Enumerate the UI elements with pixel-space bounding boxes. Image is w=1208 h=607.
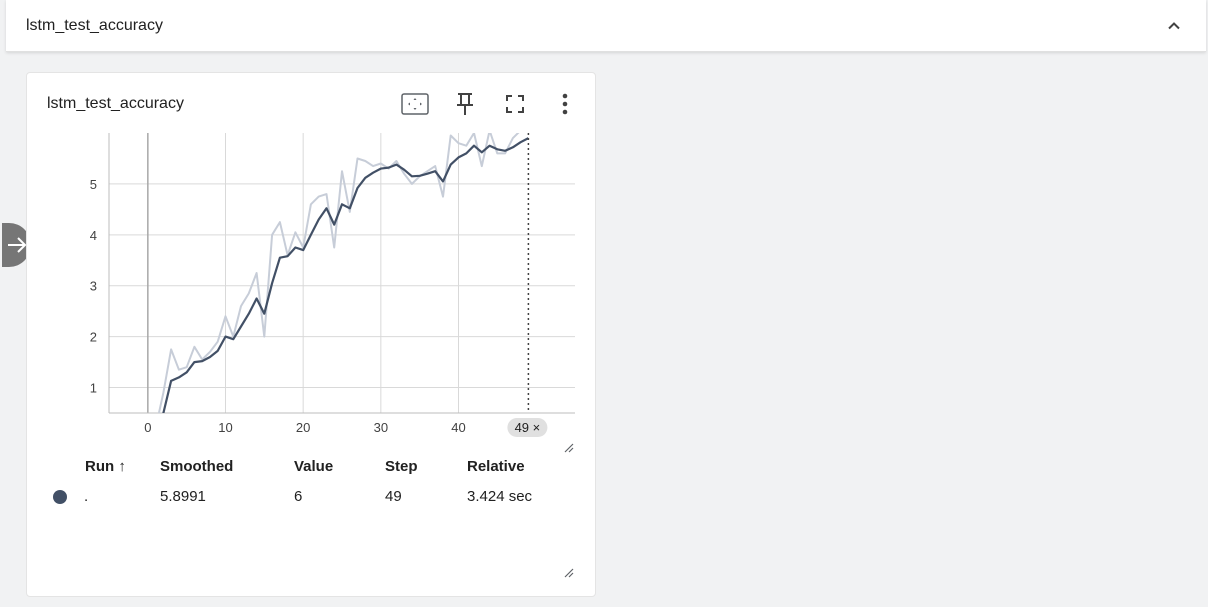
collapse-button[interactable]	[1162, 14, 1186, 38]
cell-smoothed: 5.8991	[160, 488, 206, 505]
pin-button[interactable]	[450, 89, 480, 119]
column-header-value[interactable]: Value	[294, 458, 334, 475]
cell-run: .	[84, 488, 89, 505]
column-header-smoothed[interactable]: Smoothed	[160, 458, 234, 475]
step-marker-label: 49 ×	[515, 420, 541, 435]
x-tick-label: 20	[296, 420, 310, 435]
arrow-right-icon	[7, 237, 26, 253]
cell-value: 6	[294, 488, 303, 505]
y-tick-label: 4	[90, 228, 97, 243]
y-tick-label: 2	[90, 330, 97, 345]
column-header-run[interactable]: Run ↑	[85, 458, 126, 475]
smoothed-series-line	[162, 137, 529, 413]
fullscreen-button[interactable]	[500, 89, 530, 119]
column-header-step[interactable]: Step	[385, 458, 418, 475]
more-options-button[interactable]	[550, 89, 580, 119]
column-header-relative[interactable]: Relative	[467, 458, 525, 475]
run-color-dot	[53, 490, 67, 504]
x-tick-label: 40	[451, 420, 465, 435]
pin-icon	[457, 93, 473, 115]
card-resize-handle[interactable]	[564, 565, 574, 578]
x-tick-label: 30	[374, 420, 388, 435]
section-title: lstm_test_accuracy	[26, 17, 163, 34]
y-tick-label: 1	[90, 381, 97, 396]
card-title: lstm_test_accuracy	[47, 95, 184, 112]
raw-series-line	[157, 133, 520, 413]
y-tick-label: 5	[90, 177, 97, 192]
resize-icon	[564, 443, 574, 453]
cell-step: 49	[385, 488, 402, 505]
section-header: lstm_test_accuracy	[6, 0, 1206, 52]
fullscreen-icon	[506, 95, 524, 113]
fit-to-data-icon	[401, 93, 429, 115]
step-marker-chip	[507, 418, 548, 437]
chart-resize-handle[interactable]	[564, 440, 574, 453]
x-tick-label: 10	[218, 420, 232, 435]
resize-icon	[564, 568, 574, 578]
more-vert-icon	[562, 93, 568, 115]
cell-relative: 3.424 sec	[467, 488, 533, 505]
chart-svg[interactable]: 1 2 3 4 5 0 10 20 30 40 49 ×	[27, 129, 597, 459]
fit-to-data-button[interactable]	[400, 89, 430, 119]
x-tick-label: 0	[144, 420, 151, 435]
y-tick-label: 3	[90, 279, 97, 294]
chevron-up-icon	[1168, 22, 1180, 30]
scalar-card: lstm_test_accuracy 1 2 3 4 5 0 10 20 30 40 49 × Ru…	[26, 72, 596, 597]
line-chart[interactable]: 1 2 3 4 5 0 10 20 30 40 49 ×	[27, 129, 597, 459]
